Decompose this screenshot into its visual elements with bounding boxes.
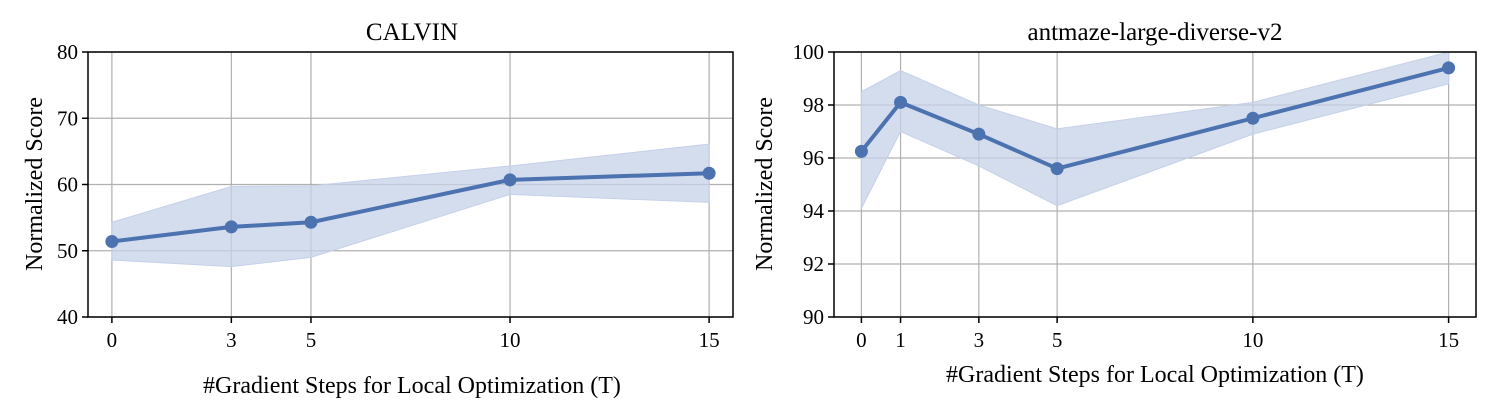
y-tick-label: 92 <box>803 252 824 276</box>
data-point <box>105 234 119 248</box>
x-tick-label: 5 <box>306 328 317 352</box>
x-tick-label: 3 <box>974 328 985 352</box>
y-tick-label: 70 <box>57 106 78 130</box>
x-tick-label: 0 <box>107 328 118 352</box>
y-tick-label: 60 <box>57 173 78 197</box>
y-tick-label: 80 <box>57 40 78 64</box>
chart-antmaze: antmaze-large-diverse-v2 #Gradient Steps… <box>752 19 1477 388</box>
data-point <box>894 95 908 109</box>
x-tick-label: 1 <box>895 328 906 352</box>
data-point <box>972 127 986 141</box>
y-tick-label: 96 <box>803 146 824 170</box>
data-point <box>1246 111 1260 125</box>
y-tick-label: 90 <box>803 305 824 329</box>
data-point <box>503 173 517 187</box>
y-tick-label: 50 <box>57 239 78 263</box>
x-axis-label: #Gradient Steps for Local Optimization (… <box>946 362 1364 388</box>
data-point <box>1442 61 1456 75</box>
x-tick-label: 0 <box>856 328 867 352</box>
y-axis-label: Normalized Score <box>22 97 48 271</box>
x-axis-label: #Gradient Steps for Local Optimization (… <box>203 373 621 399</box>
x-tick-label: 15 <box>699 328 720 352</box>
y-tick-label: 98 <box>803 93 824 117</box>
chart-title: CALVIN <box>366 19 458 46</box>
y-tick-label: 94 <box>803 199 825 223</box>
x-tick-label: 5 <box>1052 328 1063 352</box>
x-tick-label: 10 <box>500 328 521 352</box>
confidence-band <box>860 51 1450 209</box>
confidence-band <box>111 143 710 268</box>
y-axis-label: Normalized Score <box>752 97 778 271</box>
data-point <box>854 144 868 158</box>
x-tick-label: 10 <box>1242 328 1263 352</box>
y-tick-label: 100 <box>793 40 825 64</box>
series-line <box>859 65 1450 171</box>
chart-title: antmaze-large-diverse-v2 <box>1028 19 1283 46</box>
x-tick-label: 3 <box>226 328 237 352</box>
data-point <box>702 166 716 180</box>
data-point <box>224 220 238 234</box>
data-point <box>304 215 318 229</box>
data-point <box>1050 162 1064 176</box>
plot-frame <box>833 51 1477 318</box>
x-tick-label: 15 <box>1438 328 1459 352</box>
y-tick-label: 40 <box>57 305 78 329</box>
chart-calvin: CALVIN #Gradient Steps for Local Optimiz… <box>22 19 734 399</box>
